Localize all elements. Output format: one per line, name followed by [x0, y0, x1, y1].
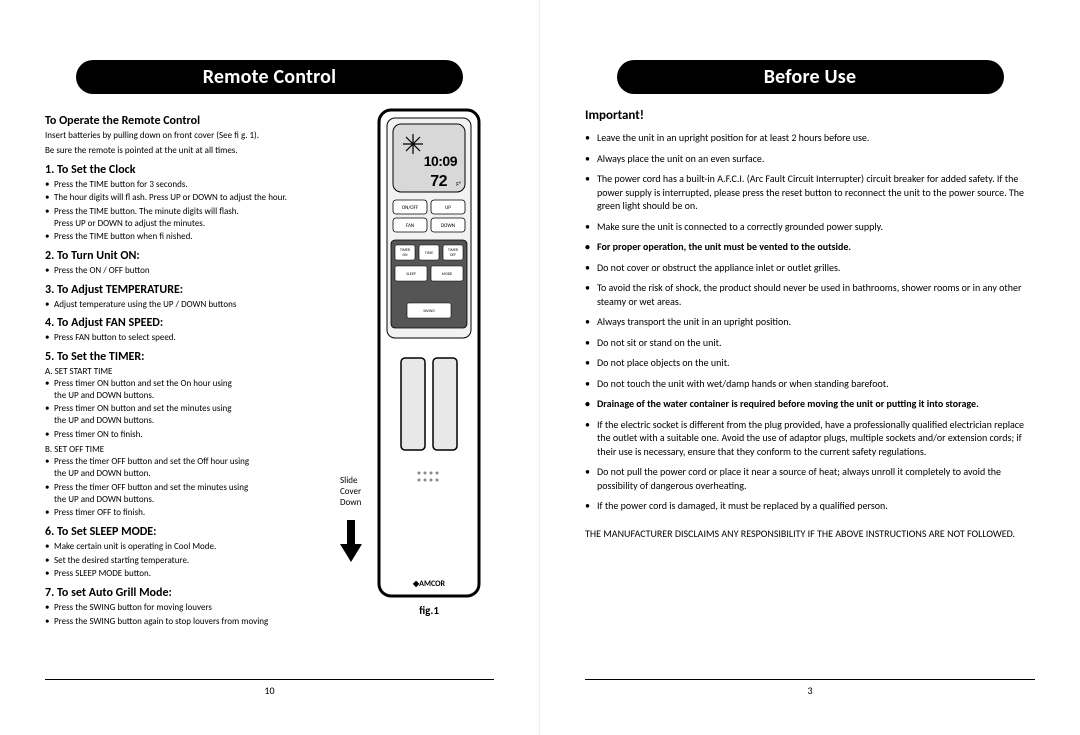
list-item: If the power cord is damaged, it must be… — [585, 499, 1035, 513]
list-item: Press FAN button to select speed. — [45, 332, 354, 344]
section-title: 2. To Turn Unit ON: — [45, 249, 354, 263]
svg-text:DOWN: DOWN — [441, 223, 455, 229]
section-list: Press the SWING button for moving louver… — [45, 602, 354, 627]
page-number-right: 3 — [540, 684, 1080, 697]
svg-text:◆AMCOR: ◆AMCOR — [412, 579, 446, 589]
list-item: Leave the unit in an upright position fo… — [585, 131, 1035, 145]
list-item: Press timer ON button and set the minute… — [45, 403, 354, 426]
list-item: To avoid the risk of shock, the product … — [585, 281, 1035, 308]
list-item: If the electric socket is different from… — [585, 418, 1035, 459]
section-list: Press the TIME button for 3 seconds.The … — [45, 179, 354, 243]
list-item: The hour digits will fl ash. Press UP or… — [45, 192, 354, 204]
section-list: Press the timer OFF button and set the O… — [45, 456, 354, 518]
list-item: Do not sit or stand on the unit. — [585, 336, 1035, 350]
left-text-column: To Operate the Remote Control Insert bat… — [45, 108, 354, 631]
list-item: Press the SWING button for moving louver… — [45, 602, 354, 614]
svg-text:72: 72 — [430, 173, 447, 190]
list-item: Press the TIME button when fi nished. — [45, 231, 354, 243]
list-item: Make certain unit is operating in Cool M… — [45, 541, 354, 553]
remote-column: SlideCoverDown — [364, 108, 494, 631]
section-title: 1. To Set the Clock — [45, 163, 354, 177]
list-item: Do not touch the unit with wet/damp hand… — [585, 377, 1035, 391]
list-item: Press timer ON button and set the On hou… — [45, 378, 354, 401]
list-item: Press the ON / OFF button — [45, 265, 354, 277]
list-item: Press the TIME button. The minute digits… — [45, 206, 354, 229]
section-title: 3. To Adjust TEMPERATURE: — [45, 283, 354, 297]
list-item: Make sure the unit is connected to a cor… — [585, 220, 1035, 234]
section-title: 5. To Set the TIMER: — [45, 350, 354, 364]
list-item: Press the SWING button again to stop lou… — [45, 616, 354, 628]
important-heading: Important! — [585, 108, 1035, 123]
list-item: The power cord has a built-in A.F.C.I. (… — [585, 172, 1035, 213]
important-list: Leave the unit in an upright position fo… — [585, 131, 1035, 513]
svg-text:SWING: SWING — [423, 309, 435, 314]
list-item: Press timer OFF to finish. — [45, 507, 354, 519]
section-title: 4. To Adjust FAN SPEED: — [45, 316, 354, 330]
section-list: Press the ON / OFF button — [45, 265, 354, 277]
svg-text:F°: F° — [456, 180, 461, 188]
svg-text:ON/OFF: ON/OFF — [402, 205, 419, 211]
list-item: Set the desired starting temperature. — [45, 555, 354, 567]
list-item: Press timer ON to finish. — [45, 429, 354, 441]
section-title: 7. To set Auto Grill Mode: — [45, 586, 354, 600]
list-item: Do not place objects on the unit. — [585, 356, 1035, 370]
list-item: Press the TIME button for 3 seconds. — [45, 179, 354, 191]
footer-rule-right — [585, 679, 1035, 680]
operate-line-0: Insert batteries by pulling down on fron… — [45, 130, 354, 141]
page-number-left: 10 — [0, 684, 539, 697]
list-item: Do not pull the power cord or place it n… — [585, 465, 1035, 492]
section-list: Make certain unit is operating in Cool M… — [45, 541, 354, 580]
arrow-down-icon — [340, 520, 362, 562]
list-item: Drainage of the water container is requi… — [585, 397, 1035, 411]
operate-line-1: Be sure the remote is pointed at the uni… — [45, 145, 354, 156]
section-list: Adjust temperature using the UP / DOWN b… — [45, 299, 354, 311]
slide-cover-label: SlideCoverDown — [340, 476, 361, 508]
section-list: Press FAN button to select speed. — [45, 332, 354, 344]
section-list: Press timer ON button and set the On hou… — [45, 378, 354, 440]
sublabel: B. SET OFF TIME — [45, 444, 354, 455]
list-item: For proper operation, the unit must be v… — [585, 240, 1035, 254]
remote-illustration: 10:09 72 F° ON/OFF UP FAN DOWN — [377, 108, 481, 598]
svg-text:UP: UP — [445, 205, 451, 211]
header-remote-control: Remote Control — [76, 60, 462, 94]
footer-rule-left — [45, 679, 494, 680]
header-before-use: Before Use — [617, 60, 1004, 94]
list-item: Always transport the unit in an upright … — [585, 315, 1035, 329]
list-item: Press the timer OFF button and set the O… — [45, 456, 354, 479]
svg-text:10:09: 10:09 — [424, 153, 458, 169]
list-item: Do not cover or obstruct the appliance i… — [585, 261, 1035, 275]
sublabel: A. SET START TIME — [45, 366, 354, 377]
svg-text:OFF: OFF — [450, 253, 456, 258]
operate-title: To Operate the Remote Control — [45, 114, 354, 128]
disclaimer: THE MANUFACTURER DISCLAIMS ANY RESPONSIB… — [585, 527, 1035, 541]
figure-label: fig.1 — [419, 604, 439, 617]
svg-text:MODE: MODE — [442, 272, 453, 277]
page-left: Remote Control To Operate the Remote Con… — [0, 0, 540, 735]
svg-text:ON: ON — [403, 253, 409, 258]
list-item: Press the timer OFF button and set the m… — [45, 482, 354, 505]
svg-text:FAN: FAN — [406, 223, 414, 229]
list-item: Adjust temperature using the UP / DOWN b… — [45, 299, 354, 311]
svg-text:TIME: TIME — [425, 251, 433, 256]
section-title: 6. To Set SLEEP MODE: — [45, 525, 354, 539]
list-item: Press SLEEP MODE button. — [45, 568, 354, 580]
page-right: Before Use Important! Leave the unit in … — [540, 0, 1080, 735]
list-item: Always place the unit on an even surface… — [585, 152, 1035, 166]
svg-text:SLEEP: SLEEP — [406, 272, 416, 277]
